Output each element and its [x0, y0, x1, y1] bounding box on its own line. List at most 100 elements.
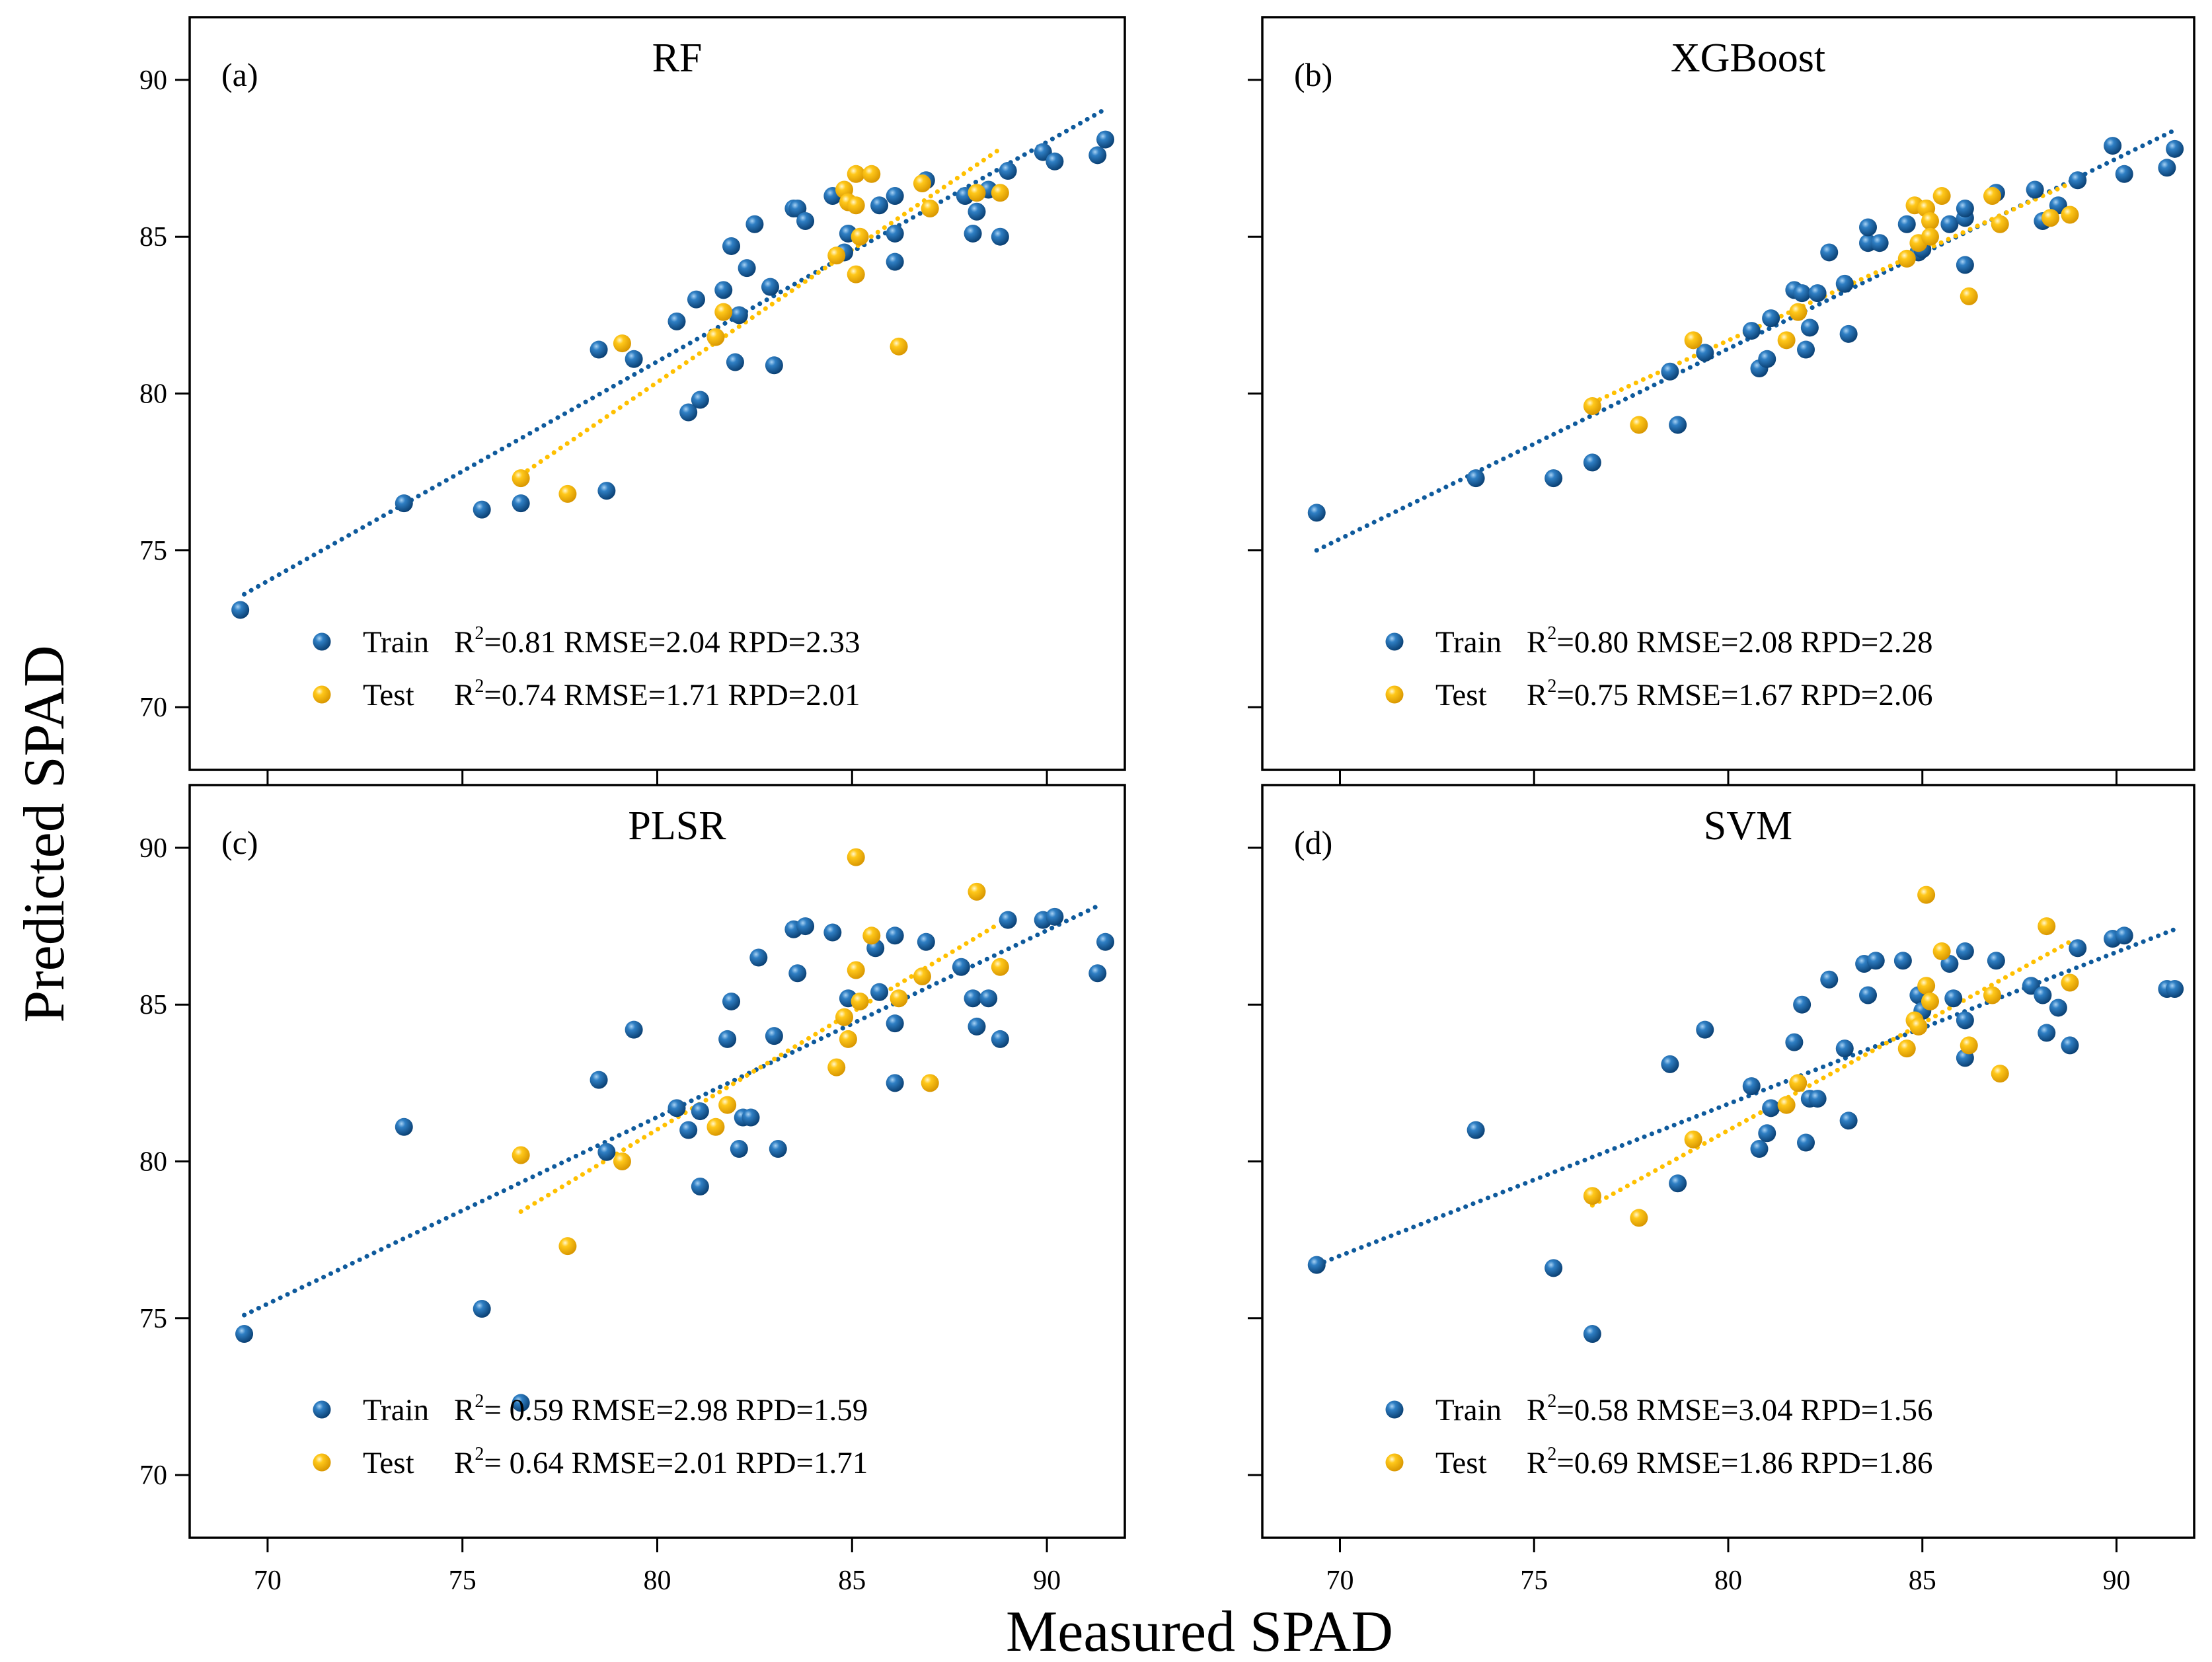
test-point — [851, 227, 869, 246]
train-point — [979, 989, 998, 1008]
train-point — [1808, 1090, 1827, 1108]
legend-marker-train — [313, 1400, 331, 1419]
train-point — [691, 1102, 709, 1121]
train-point — [1307, 1256, 1326, 1274]
legend-name: Test — [1435, 1446, 1487, 1480]
train-point — [1088, 146, 1107, 165]
test-point — [2061, 973, 2079, 992]
train-point — [1545, 1259, 1563, 1277]
test-point — [558, 1237, 577, 1256]
train-point — [1046, 152, 1064, 170]
test-point — [558, 484, 577, 503]
test-point — [706, 1117, 725, 1136]
x-tick-label: 90 — [2103, 1566, 2131, 1596]
panel-label: (c) — [221, 824, 258, 861]
train-point — [1583, 453, 1601, 472]
train-point — [999, 911, 1017, 929]
train-point — [1893, 952, 1912, 970]
train-point — [769, 1140, 787, 1158]
test-point — [851, 992, 869, 1010]
train-point — [886, 224, 904, 243]
train-point — [512, 494, 530, 513]
y-tick-label: 80 — [139, 1147, 167, 1178]
train-point — [1820, 970, 1839, 989]
legend-name: Test — [363, 1446, 414, 1480]
test-point — [847, 848, 865, 866]
train-point — [886, 252, 904, 271]
train-point — [2104, 137, 2122, 155]
test-point — [2061, 206, 2079, 224]
test-point — [1630, 416, 1648, 434]
train-point — [395, 1117, 413, 1136]
train-point — [679, 1121, 698, 1139]
legend-marker-train — [1385, 1400, 1404, 1419]
train-point — [991, 1030, 1009, 1048]
train-point — [1797, 340, 1815, 359]
train-point — [1956, 199, 1974, 217]
test-point — [890, 989, 908, 1008]
test-point — [1991, 1065, 2009, 1083]
test-point — [913, 967, 931, 985]
train-point — [1987, 952, 2005, 970]
panel-label: (a) — [221, 56, 258, 93]
train-point — [1800, 319, 1819, 337]
test-point — [1897, 1039, 1916, 1058]
legend-name: Train — [363, 1393, 429, 1427]
train-point — [2166, 979, 2184, 998]
train-point — [231, 601, 250, 619]
test-point — [835, 1008, 853, 1026]
train-point — [2115, 926, 2133, 945]
train-point — [1661, 1055, 1679, 1073]
y-tick-label: 85 — [139, 990, 167, 1020]
test-point — [1991, 215, 2009, 233]
legend-marker-test — [313, 685, 331, 704]
y-axis-title: Predicted SPAD — [13, 645, 77, 1022]
y-tick-label: 70 — [139, 1460, 167, 1491]
train-point — [1096, 130, 1115, 149]
train-point — [1956, 256, 1974, 274]
train-point — [2166, 139, 2184, 158]
train-point — [1696, 1020, 1714, 1039]
legend-stats: R2= 0.64 RMSE=2.01 RPD=1.71 — [454, 1444, 868, 1480]
x-tick-label: 90 — [1033, 1566, 1061, 1596]
train-point — [691, 1177, 709, 1195]
train-point — [788, 964, 807, 983]
panel-title: SVM — [1704, 804, 1792, 849]
x-tick-label: 80 — [644, 1566, 671, 1596]
train-fit-line — [242, 108, 1104, 597]
train-point — [473, 500, 491, 519]
y-tick-label: 90 — [139, 833, 167, 864]
panel-label: (d) — [1294, 824, 1332, 861]
train-point — [745, 215, 764, 233]
train-point — [886, 926, 904, 945]
train-point — [1758, 350, 1776, 368]
x-tick-label: 70 — [1326, 1566, 1354, 1596]
train-point — [886, 1074, 904, 1092]
legend-marker-test — [313, 1453, 331, 1472]
test-point — [862, 165, 881, 183]
legend-stats: R2=0.80 RMSE=2.08 RPD=2.28 — [1527, 623, 1933, 660]
train-point — [742, 1108, 760, 1127]
train-point — [1307, 504, 1326, 522]
train-point — [590, 1071, 608, 1089]
chart-panel-1: 70 75 80 85 90 (a) RF Train R2=0.81 RMSE=2.04 RP… — [139, 16, 1126, 784]
train-point — [1859, 986, 1877, 1004]
panel-label: (b) — [1294, 56, 1332, 93]
train-point — [1046, 907, 1064, 926]
test-point — [921, 199, 939, 217]
train-point — [730, 1140, 748, 1158]
chart-panel-2: (b) XGBoost Train R2=0.80 RMSE=2.08 RPD=2.2… — [1248, 16, 2195, 784]
train-point — [1750, 1140, 1769, 1158]
train-point — [691, 391, 709, 409]
train-point — [823, 923, 842, 942]
legend-marker-test — [1385, 685, 1404, 704]
legend-stats: R2=0.75 RMSE=1.67 RPD=2.06 — [1527, 676, 1933, 712]
chart-panel-4: 70 75 80 85 90 (d) SVM Train R2=0.58 RMSE=3.04 R… — [1248, 784, 2195, 1596]
test-point — [1983, 986, 2001, 1004]
train-point — [1956, 1011, 1974, 1030]
x-tick-label: 80 — [1714, 1566, 1742, 1596]
test-point — [1777, 331, 1796, 350]
train-point — [1661, 362, 1679, 381]
train-point — [1467, 469, 1485, 488]
